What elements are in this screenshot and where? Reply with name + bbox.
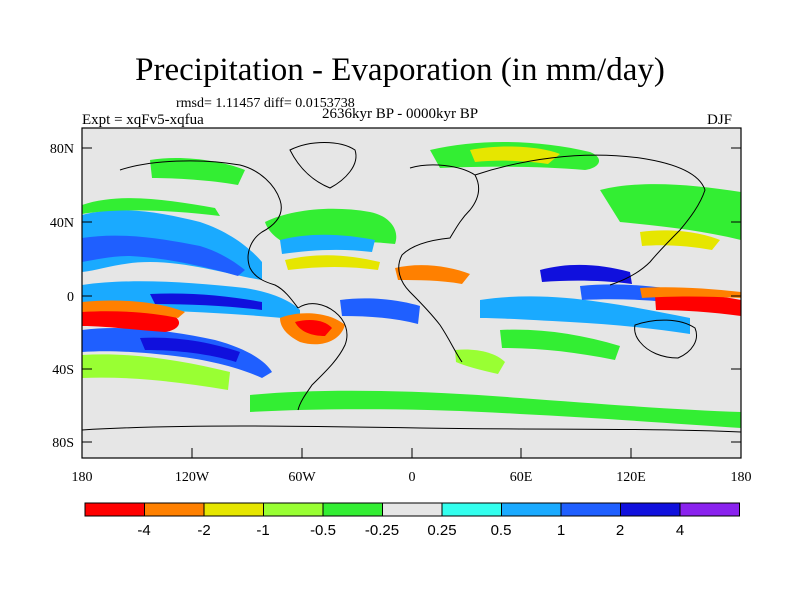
colorbar-box bbox=[322, 502, 383, 517]
y-tick-label: 80S bbox=[52, 436, 74, 451]
period-label: 2636kyr BP - 0000kyr BP bbox=[322, 106, 479, 122]
colorbar-box bbox=[382, 502, 443, 517]
y-tick-label: 40S bbox=[52, 363, 74, 378]
nw-canada-green bbox=[150, 158, 245, 185]
colorbar-label: -0.5 bbox=[310, 522, 336, 539]
itcz-pacific-dark bbox=[150, 293, 262, 310]
dry-brazil-red bbox=[295, 320, 332, 336]
colorbar-box bbox=[441, 502, 502, 517]
colorbar-label: 1 bbox=[557, 522, 565, 539]
itcz-atlantic-blue bbox=[340, 298, 420, 324]
colorbar-label: 0.25 bbox=[427, 522, 456, 539]
season-label: DJF bbox=[707, 112, 733, 128]
atlantic-yellow-strip bbox=[285, 255, 380, 270]
x-tick-label: 120E bbox=[616, 470, 646, 485]
indian-ocean-dark bbox=[540, 264, 632, 284]
y-tick-label: 80N bbox=[50, 142, 74, 157]
spcz-blue bbox=[82, 328, 272, 378]
wet-band-npacific-core bbox=[82, 235, 245, 276]
experiment-label: Expt = xqFv5-xqfua bbox=[82, 112, 204, 128]
y-tick-label: 40N bbox=[50, 216, 74, 231]
south-pacific-green bbox=[82, 354, 230, 390]
x-tick-label: 180 bbox=[72, 470, 93, 485]
colorbar-box bbox=[501, 502, 562, 517]
x-tick-label: 120W bbox=[175, 470, 210, 485]
africa-south-green bbox=[455, 349, 505, 374]
y-tick-marks bbox=[82, 147, 741, 443]
y-tick-label: 0 bbox=[67, 290, 74, 305]
spcz-dark bbox=[140, 337, 240, 362]
x-tick-marks bbox=[81, 448, 742, 458]
x-tick-label: 60W bbox=[288, 470, 316, 485]
stats-text: rmsd= 1.11457 diff= 0.0153738 bbox=[176, 96, 355, 111]
colorbar-box bbox=[560, 502, 621, 517]
atlantic-blue bbox=[280, 234, 375, 254]
colorbar-label: 0.5 bbox=[491, 522, 512, 539]
west-pacific-orange bbox=[640, 287, 741, 298]
colorbar-box bbox=[84, 502, 145, 517]
colorbar-label: 2 bbox=[616, 522, 624, 539]
nw-pacific-yellow bbox=[640, 230, 720, 250]
dry-se-pacific-orange bbox=[82, 300, 185, 318]
x-tick-label: 60E bbox=[510, 470, 533, 485]
colorbar-box bbox=[679, 502, 740, 517]
southern-ocean-green bbox=[250, 390, 741, 428]
green-band-npacific bbox=[82, 198, 220, 216]
plot-title: Precipitation - Evaporation (in mm/day) bbox=[135, 52, 665, 88]
colorbar-label: -4 bbox=[137, 522, 150, 539]
nw-pacific-green bbox=[600, 184, 741, 240]
colorbar-box bbox=[263, 502, 324, 517]
colorbar-box bbox=[203, 502, 264, 517]
colorbar-label: -0.25 bbox=[365, 522, 399, 539]
x-tick-label: 180 bbox=[731, 470, 752, 485]
colorbar-label: -1 bbox=[256, 522, 269, 539]
coastlines bbox=[82, 142, 741, 433]
dry-sahara-orange bbox=[395, 265, 470, 284]
colorbar-box bbox=[620, 502, 681, 517]
colorbar-box bbox=[144, 502, 205, 517]
colorbar bbox=[84, 502, 740, 517]
south-indian-green bbox=[500, 329, 620, 360]
colorbar-label: -2 bbox=[197, 522, 210, 539]
west-pacific-red bbox=[655, 293, 741, 316]
x-tick-label: 0 bbox=[409, 470, 416, 485]
colorbar-label: 4 bbox=[676, 522, 684, 539]
map-field bbox=[82, 128, 741, 458]
